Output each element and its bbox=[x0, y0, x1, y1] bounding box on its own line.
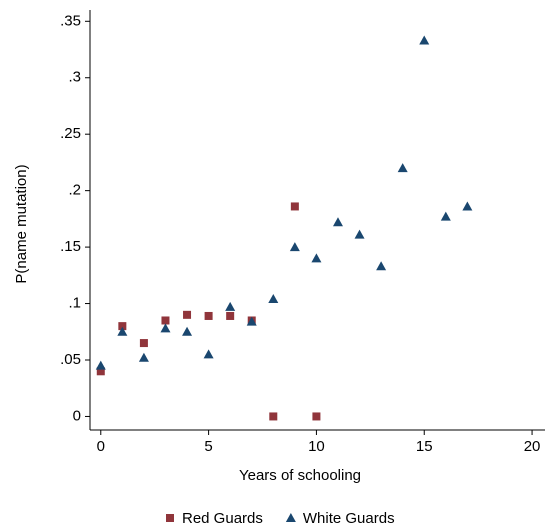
marker bbox=[312, 412, 321, 421]
x-tick-label: 15 bbox=[416, 438, 433, 455]
marker bbox=[225, 301, 236, 311]
y-tick-label: .15 bbox=[60, 238, 81, 255]
y-tick-label: .3 bbox=[68, 69, 81, 86]
marker bbox=[182, 326, 193, 336]
x-axis-title: Years of schooling bbox=[239, 467, 361, 484]
marker bbox=[117, 326, 128, 336]
marker bbox=[290, 202, 299, 211]
y-axis-title: P(name mutation) bbox=[13, 164, 30, 283]
marker bbox=[226, 311, 235, 320]
marker bbox=[397, 163, 408, 173]
x-tick-label: 10 bbox=[308, 438, 325, 455]
y-tick-label: .35 bbox=[60, 12, 81, 29]
legend-marker bbox=[166, 514, 174, 522]
y-tick-label: 0 bbox=[73, 407, 81, 424]
legend-marker bbox=[285, 513, 296, 522]
marker bbox=[95, 360, 106, 370]
marker bbox=[183, 310, 192, 319]
marker bbox=[160, 323, 171, 333]
legend-label: White Guards bbox=[303, 510, 395, 527]
marker bbox=[268, 294, 279, 304]
marker bbox=[139, 339, 148, 348]
marker bbox=[311, 253, 322, 263]
marker bbox=[440, 211, 451, 221]
x-tick-label: 0 bbox=[97, 438, 105, 455]
marker bbox=[138, 352, 149, 362]
marker bbox=[246, 316, 257, 326]
marker bbox=[462, 201, 473, 211]
y-tick-label: .05 bbox=[60, 351, 81, 368]
marker bbox=[96, 367, 105, 376]
y-tick-label: .1 bbox=[68, 295, 81, 312]
marker bbox=[376, 261, 387, 271]
marker bbox=[419, 35, 430, 45]
x-tick-label: 20 bbox=[524, 438, 541, 455]
marker bbox=[118, 322, 127, 331]
marker bbox=[289, 242, 300, 252]
y-tick-label: .25 bbox=[60, 125, 81, 142]
marker bbox=[161, 316, 170, 325]
legend-label: Red Guards bbox=[182, 510, 263, 527]
marker bbox=[332, 217, 343, 227]
y-tick-label: .2 bbox=[68, 182, 81, 199]
x-tick-label: 5 bbox=[204, 438, 212, 455]
marker bbox=[204, 311, 213, 320]
marker bbox=[354, 229, 365, 239]
marker bbox=[203, 349, 214, 359]
marker bbox=[269, 412, 278, 421]
